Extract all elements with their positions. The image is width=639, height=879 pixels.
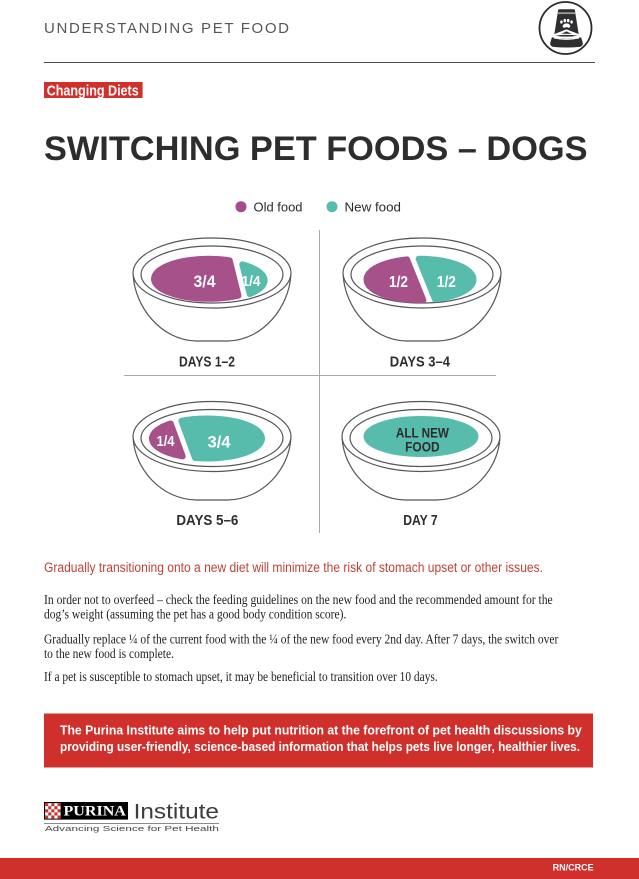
svg-text:DAY 7: DAY 7 xyxy=(403,513,438,529)
svg-text:1/4: 1/4 xyxy=(157,433,176,450)
svg-text:to the new food is complete.: to the new food is complete. xyxy=(44,646,174,661)
svg-text:DAYS 3–4: DAYS 3–4 xyxy=(390,354,450,370)
svg-text:Institute: Institute xyxy=(134,801,219,824)
svg-text:1/2: 1/2 xyxy=(389,274,408,291)
svg-text:In order not to overfeed – che: In order not to overfeed – check the fee… xyxy=(44,592,553,607)
svg-text:3/4: 3/4 xyxy=(208,433,232,452)
svg-text:Advancing Science for Pet Heal: Advancing Science for Pet Health xyxy=(45,824,219,833)
svg-text:Gradually transitioning onto a: Gradually transitioning onto a new diet … xyxy=(44,560,543,575)
svg-text:The Purina Institute aims to h: The Purina Institute aims to help put nu… xyxy=(60,724,582,738)
svg-text:1/4: 1/4 xyxy=(242,273,262,290)
svg-text:If a pet is susceptible to sto: If a pet is susceptible to stomach upset… xyxy=(44,669,438,684)
svg-text:dog’s weight (assuming the pet: dog’s weight (assuming the pet has a goo… xyxy=(44,607,346,622)
svg-text:3/4: 3/4 xyxy=(194,272,216,291)
svg-text:SWITCHING PET FOODS – DOGS: SWITCHING PET FOODS – DOGS xyxy=(44,130,588,168)
svg-text:New food: New food xyxy=(345,199,402,214)
svg-text:Old food: Old food xyxy=(254,199,303,214)
svg-text:providing user-friendly, scien: providing user-friendly, science-based i… xyxy=(60,740,580,754)
svg-text:DAYS 5–6: DAYS 5–6 xyxy=(176,513,238,529)
svg-text:FOOD: FOOD xyxy=(405,439,440,455)
svg-text:1/2: 1/2 xyxy=(437,274,456,291)
svg-text:DAYS 1–2: DAYS 1–2 xyxy=(179,354,235,370)
svg-text:PURINA: PURINA xyxy=(64,804,127,820)
svg-text:Gradually replace ¼ of the cur: Gradually replace ¼ of the current food … xyxy=(44,632,559,647)
svg-text:ALL NEW: ALL NEW xyxy=(396,426,449,442)
svg-text:Changing Diets: Changing Diets xyxy=(47,83,139,100)
svg-text:RN/CRCE: RN/CRCE xyxy=(553,862,594,873)
svg-text:UNDERSTANDING PET FOOD: UNDERSTANDING PET FOOD xyxy=(44,20,289,37)
